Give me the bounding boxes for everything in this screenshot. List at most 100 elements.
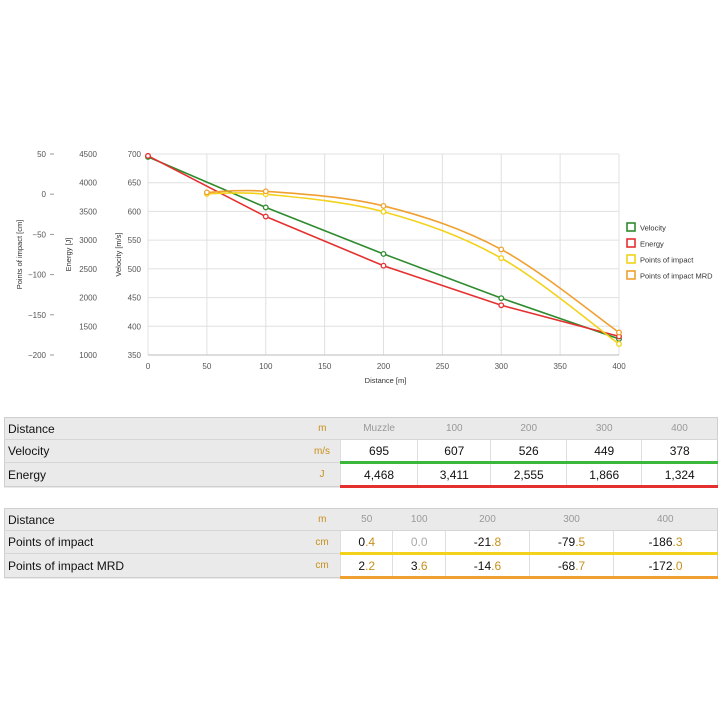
points-of-impact-value: 0.0	[392, 530, 446, 555]
points-of-impact-table: Distance m 50 100 200 300 400 Points of …	[4, 508, 718, 579]
velocity-value: 695	[339, 439, 418, 464]
y-axis-title: Energy [J]	[64, 238, 73, 272]
y-tick-label: 450	[128, 294, 142, 303]
distance-unit: m	[304, 508, 341, 531]
distance-header-2: 200	[479, 514, 496, 525]
points-of-impact-value: -21.8	[444, 530, 530, 555]
y-tick-label: 1500	[79, 322, 97, 331]
energy-value: 4,468	[339, 462, 418, 488]
y-axis-title: Velocity [m/s]	[114, 232, 123, 276]
y-tick-label: 500	[128, 265, 142, 274]
points-of-impact-label: Points of impact	[4, 530, 304, 554]
energy-value: 1,324	[641, 462, 718, 488]
distance-header-4: 400	[671, 423, 688, 434]
data-point	[262, 204, 269, 211]
points-of-impact-mrd-value: -14.6	[444, 553, 530, 579]
points-of-impact-mrd-label: Points of impact MRD	[4, 553, 304, 578]
energy-value: 1,866	[565, 462, 642, 488]
points-of-impact-value: 0.4	[339, 530, 393, 555]
y-tick-label: 3500	[79, 207, 97, 216]
points-of-impact-mrd-value: -68.7	[528, 553, 614, 579]
distance-header-4: 400	[656, 514, 674, 525]
data-point	[262, 188, 269, 195]
y-tick-label: 3000	[79, 236, 97, 245]
data-point	[380, 202, 387, 209]
y-tick-label: −50	[32, 230, 46, 239]
points-of-impact-mrd-row: Points of impact MRD cm 2.2 3.6 -14.6 -6…	[4, 553, 718, 579]
y-tick-label: 50	[37, 150, 46, 159]
x-tick-label: 200	[377, 362, 391, 371]
y-tick-label: 700	[128, 150, 142, 159]
legend-swatch	[626, 222, 636, 232]
x-axis-label: Distance [m]	[365, 376, 407, 385]
x-tick-label: 0	[146, 362, 151, 371]
x-tick-label: 300	[495, 362, 509, 371]
energy-row: Energy J 4,468 3,411 2,555 1,866 1,324	[4, 462, 718, 488]
data-point	[145, 152, 151, 159]
y-tick-label: −150	[28, 311, 47, 320]
y-tick-label: 550	[128, 236, 142, 245]
distance-header-1: 100	[410, 514, 428, 525]
y-tick-label: 400	[128, 322, 142, 331]
legend-label: Energy	[640, 240, 664, 249]
y-tick-label: 600	[128, 207, 142, 216]
velocity-unit: m/s	[304, 439, 341, 463]
points-of-impact-mrd-value: 3.6	[392, 553, 446, 579]
distance-header-0: 50	[361, 514, 373, 525]
series-line-points-of-impact-mrd	[206, 189, 620, 334]
distance-label: Distance	[4, 508, 304, 531]
data-point	[380, 250, 387, 257]
velocity-label: Velocity	[4, 439, 304, 463]
legend-swatch	[626, 238, 636, 248]
data-point	[498, 302, 505, 309]
data-point	[616, 329, 622, 336]
legend-swatch	[626, 270, 636, 280]
distance-header-3: 300	[595, 423, 613, 434]
points-of-impact-value: -186.3	[613, 530, 718, 555]
energy-value: 2,555	[490, 462, 567, 488]
distance-label: Distance	[4, 417, 304, 440]
y-tick-label: 350	[128, 351, 142, 360]
x-tick-label: 150	[318, 362, 332, 371]
legend-swatch	[626, 254, 636, 264]
points-of-impact-row: Points of impact cm 0.4 0.0 -21.8 -79.5 …	[4, 530, 718, 555]
points-of-impact-value: -79.5	[528, 530, 614, 555]
y-tick-label: 2000	[79, 294, 97, 303]
y-tick-label: 0	[42, 190, 47, 199]
chart-legend: Velocity Energy Points of impact Points of …	[626, 222, 713, 281]
data-point	[498, 246, 505, 253]
chart-series	[145, 152, 622, 347]
distance-header-3: 300	[563, 514, 580, 525]
velocity-value: 607	[417, 439, 491, 464]
x-tick-label: 50	[202, 362, 211, 371]
y-tick-label: −100	[28, 271, 47, 280]
series-line-points-of-impact	[206, 192, 620, 345]
x-tick-label: 100	[259, 362, 273, 371]
points-of-impact-mrd-value: 2.2	[339, 553, 393, 579]
energy-unit: J	[304, 462, 341, 487]
data-point	[498, 295, 505, 302]
y-tick-label: 4500	[79, 150, 97, 159]
data-point	[262, 213, 269, 220]
points-of-impact-mrd-value: -172.0	[613, 553, 718, 579]
distance-header-2: 200	[520, 423, 538, 434]
y-tick-label: 650	[128, 179, 142, 188]
y-tick-label: −200	[28, 351, 47, 360]
y-tick-label: 2500	[79, 265, 97, 274]
y-tick-label: 1000	[79, 351, 97, 360]
data-point	[203, 189, 210, 196]
data-point	[380, 208, 387, 215]
legend-label: Points of impact MRD	[640, 272, 713, 281]
legend-label: Points of impact	[640, 256, 694, 265]
velocity-value: 526	[490, 439, 567, 464]
energy-value: 3,411	[417, 462, 491, 488]
velocity-value: 378	[641, 439, 718, 464]
velocity-value: 449	[565, 439, 642, 464]
velocity-energy-table: Distance m Muzzle 100 200 300 400 Veloci…	[4, 417, 718, 488]
y-axis-title: Points of impact [cm]	[15, 220, 24, 290]
distance-header-1: 100	[445, 423, 463, 434]
points-of-impact-unit: cm	[304, 530, 341, 554]
data-point	[616, 341, 622, 347]
